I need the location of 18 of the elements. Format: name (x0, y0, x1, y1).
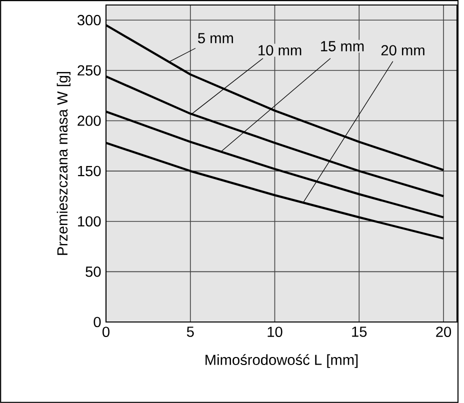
y-tick-label: 300 (77, 14, 101, 26)
x-tick-label: 15 (352, 326, 367, 337)
y-tick-label: 200 (78, 116, 101, 126)
x-tick-label: 5 (186, 326, 194, 337)
y-tick-label: 100 (78, 216, 101, 227)
y-tick-label: 150 (78, 166, 101, 176)
x-tick-label: 0 (102, 326, 110, 338)
y-tick-label: 250 (78, 65, 101, 76)
annotation: 5 mm (198, 33, 233, 44)
x-tick-label: 10 (268, 326, 282, 338)
y-tick-label: 50 (86, 266, 101, 277)
y-tick-label: 0 (94, 316, 101, 328)
annotation: 20 mm (381, 45, 424, 56)
x-tick-label: 20 (436, 326, 452, 338)
annotation: 10 mm (258, 45, 302, 56)
annotation: 15 mm (321, 41, 364, 52)
y-axis-title: Przemieszczana masa W [g] (56, 72, 70, 255)
x-axis-title: Mimośrodowość L [mm] (206, 354, 358, 368)
